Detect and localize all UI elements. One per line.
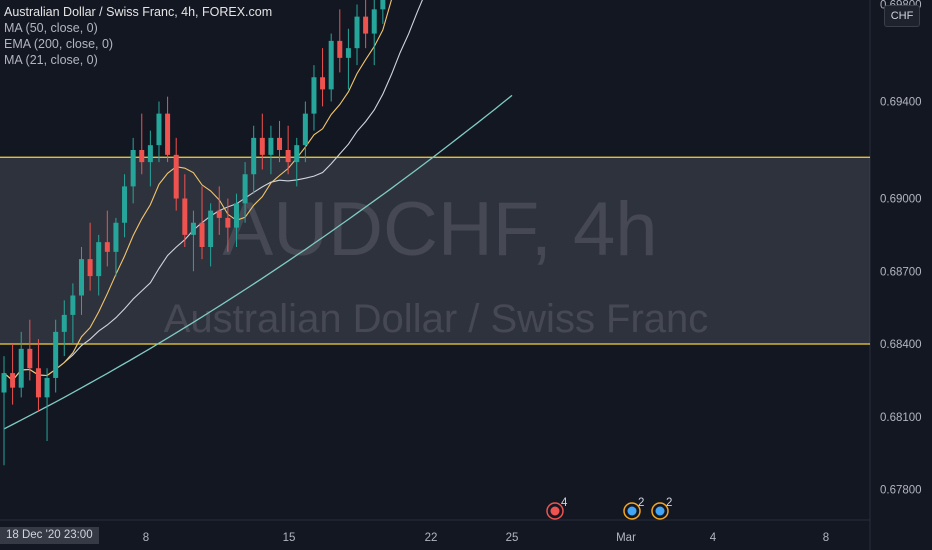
support-zone-box[interactable] — [0, 157, 870, 344]
candle[interactable] — [259, 137, 265, 155]
candle[interactable] — [294, 145, 300, 163]
candle[interactable] — [35, 368, 41, 398]
candle[interactable] — [44, 377, 50, 398]
candle[interactable] — [96, 242, 102, 277]
candle[interactable] — [371, 9, 377, 34]
candle[interactable] — [27, 348, 33, 369]
date-tick: Mar — [616, 532, 636, 544]
price-tick: 0.68400 — [880, 339, 922, 351]
candle[interactable] — [122, 186, 128, 223]
candle[interactable] — [53, 331, 59, 378]
candle[interactable] — [233, 203, 239, 228]
symbol-title: Australian Dollar / Swiss Franc, 4h, FOR… — [4, 5, 273, 19]
support-zone — [0, 156, 870, 345]
date-tick: 15 — [283, 532, 296, 544]
candle[interactable] — [242, 174, 248, 204]
event-icon — [627, 506, 637, 516]
candle[interactable] — [104, 242, 110, 252]
price-tick: 0.68100 — [880, 412, 922, 424]
date-tick: 22 — [425, 532, 438, 544]
candle[interactable] — [337, 40, 343, 58]
candle[interactable] — [345, 48, 351, 58]
candle[interactable] — [78, 259, 84, 296]
candle[interactable] — [87, 259, 93, 277]
event-count: 2 — [666, 497, 672, 509]
ma21-line[interactable] — [3, 0, 512, 382]
candle[interactable] — [225, 217, 231, 228]
ma50-line[interactable] — [3, 0, 512, 382]
candle[interactable] — [165, 113, 171, 155]
chart-legend: Australian Dollar / Swiss Franc, 4h, FOR… — [4, 4, 272, 68]
candle[interactable] — [10, 373, 16, 388]
candle[interactable] — [147, 145, 153, 163]
currency-button[interactable]: CHF — [884, 5, 920, 27]
candle[interactable] — [113, 222, 119, 252]
price-axis: 0.725000.721000.717000.713000.710000.706… — [880, 0, 922, 497]
event-markers: 4 2 2 — [546, 497, 672, 520]
moving-averages — [3, 0, 513, 430]
watermark-name: Australian Dollar / Swiss Franc — [164, 297, 709, 341]
candle[interactable] — [285, 150, 291, 163]
candle[interactable] — [61, 314, 67, 332]
price-tick: 0.69400 — [880, 97, 922, 109]
watermark: AUDCHF, 4h Australian Dollar / Swiss Fra… — [164, 187, 709, 341]
candle[interactable] — [199, 222, 205, 247]
candles — [1, 0, 386, 466]
price-tick: 0.69000 — [880, 194, 922, 206]
indicator-ma21[interactable]: MA (21, close, 0) — [4, 53, 98, 67]
indicator-ma50[interactable]: MA (50, close, 0) — [4, 21, 98, 35]
candle[interactable] — [70, 295, 76, 315]
indicator-ema200[interactable]: EMA (200, close, 0) — [4, 37, 114, 51]
event-count: 2 — [638, 497, 644, 509]
event-icon — [655, 506, 665, 516]
candle[interactable] — [190, 222, 196, 235]
watermark-ticker: AUDCHF, 4h — [223, 187, 658, 272]
candle[interactable] — [363, 16, 369, 34]
candle[interactable] — [182, 198, 188, 235]
candle[interactable] — [1, 373, 7, 393]
ema200-line[interactable] — [3, 94, 513, 430]
candle[interactable] — [380, 0, 386, 10]
candle[interactable] — [130, 150, 136, 187]
candle[interactable] — [320, 77, 326, 90]
candle[interactable] — [251, 137, 257, 175]
date-tick: 8 — [823, 532, 829, 544]
candle[interactable] — [173, 154, 179, 199]
event-count: 4 — [561, 497, 568, 509]
candle[interactable] — [139, 150, 145, 163]
candle[interactable] — [328, 40, 334, 90]
date-tick: 8 — [143, 532, 149, 544]
candle[interactable] — [311, 77, 317, 114]
price-axis-bg — [870, 0, 932, 550]
date-tick: 4 — [710, 532, 717, 544]
candle[interactable] — [277, 137, 283, 150]
candle[interactable] — [156, 113, 162, 146]
event-icon — [550, 506, 560, 516]
candle[interactable] — [208, 210, 214, 247]
candle[interactable] — [268, 137, 274, 155]
price-tick: 0.67800 — [880, 485, 922, 497]
date-tick: 25 — [506, 532, 519, 544]
crosshair-date-label: 18 Dec '20 23:00 — [0, 527, 99, 544]
candle[interactable] — [354, 16, 360, 49]
candle[interactable] — [18, 348, 24, 388]
candle[interactable] — [302, 113, 308, 146]
candle[interactable] — [216, 210, 222, 218]
price-tick: 0.68700 — [880, 266, 922, 278]
time-axis: 8 15 22 25 Mar 4 8 — [143, 532, 829, 544]
